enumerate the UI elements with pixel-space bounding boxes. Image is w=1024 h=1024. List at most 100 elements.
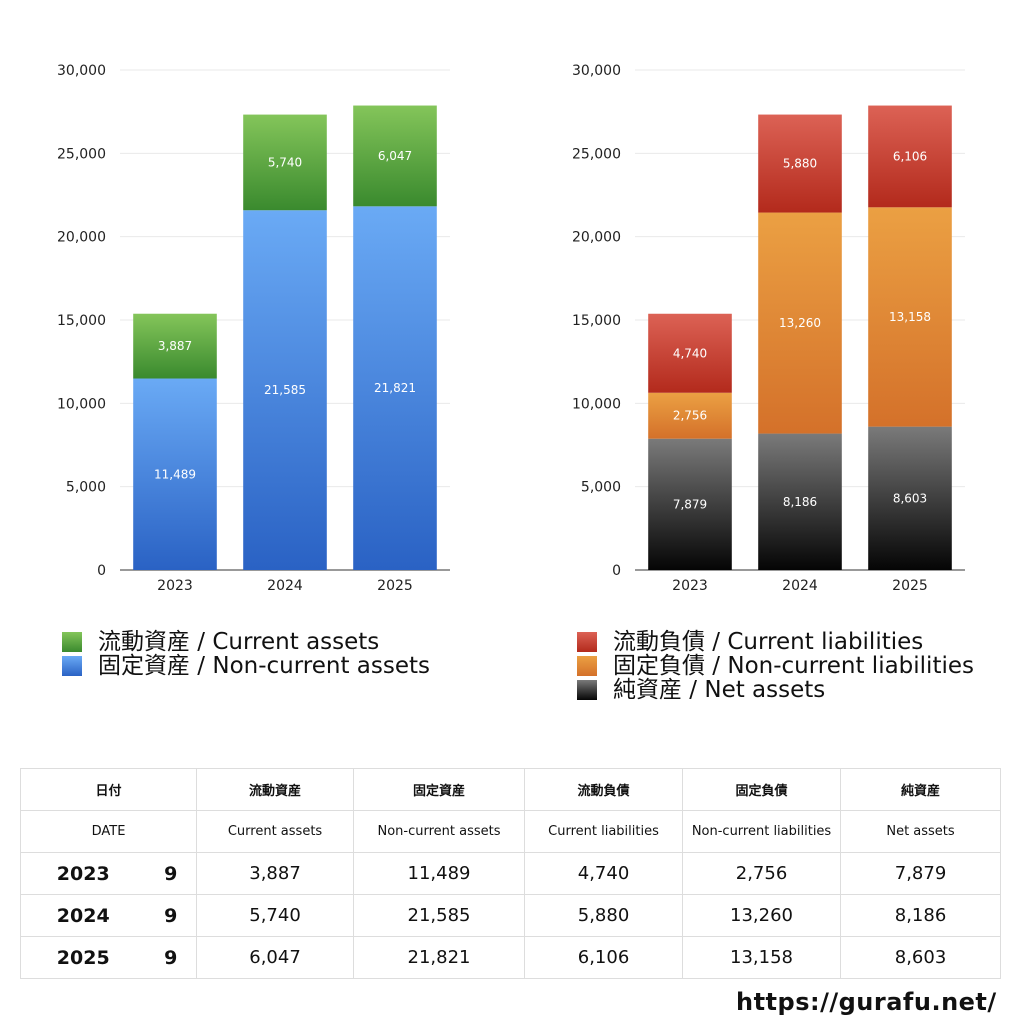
data-table: 日付 流動資産 固定資産 流動負債 固定負債 純資産 DATE Current … xyxy=(19,768,1002,979)
x-tick-label: 2023 xyxy=(672,578,708,594)
y-tick-label: 10,000 xyxy=(57,396,106,412)
bar-segment xyxy=(648,438,732,570)
table-cell: 8,603 xyxy=(840,936,1002,979)
table-header-cell: Current assets xyxy=(196,810,355,853)
table-header-cell: 流動負債 xyxy=(524,768,684,811)
y-tick-label: 20,000 xyxy=(572,230,621,246)
bar-value-label: 13,158 xyxy=(889,310,931,324)
y-tick-label: 30,000 xyxy=(57,63,106,79)
bar-value-label: 13,260 xyxy=(779,316,821,330)
y-tick-label: 30,000 xyxy=(572,63,621,79)
table-cell: 13,260 xyxy=(682,894,842,937)
table-header-cell: 固定負債 xyxy=(682,768,842,811)
y-tick-label: 10,000 xyxy=(572,396,621,412)
table-cell: 6,106 xyxy=(524,936,684,979)
bar-segment xyxy=(243,114,327,211)
table-header-cell: 純資産 xyxy=(840,768,1002,811)
table-header-row: 日付 流動資産 固定資産 流動負債 固定負債 純資産 xyxy=(19,768,1002,811)
table-cell: 13,158 xyxy=(682,936,842,979)
table-cell-month: 9 xyxy=(145,894,198,937)
legend-swatch xyxy=(577,680,597,700)
x-tick-label: 2024 xyxy=(267,578,303,594)
table-cell-year: 2025 xyxy=(20,936,146,979)
table-cell: 11,489 xyxy=(353,852,526,895)
bar-segment xyxy=(868,105,952,208)
bar-value-label: 2,756 xyxy=(673,409,707,423)
table-header-cell: 日付 xyxy=(19,768,198,811)
legend-label: 固定資産 / Non-current assets xyxy=(98,653,431,679)
table-row: 2024 9 5,740 21,585 5,880 13,260 8,186 xyxy=(20,894,1002,937)
legend-label: 流動資産 / Current assets xyxy=(98,629,380,655)
bar-value-label: 8,186 xyxy=(783,495,817,509)
site-url: https://gurafu.net/ xyxy=(736,988,997,1016)
legend-item-current-liabilities: 流動負債 / Current liabilities xyxy=(577,630,974,654)
table-cell: 5,740 xyxy=(196,894,355,937)
x-tick-label: 2025 xyxy=(892,578,928,594)
bar-value-label: 8,603 xyxy=(893,491,927,505)
table-cell: 6,047 xyxy=(196,936,355,979)
bar-segment xyxy=(133,313,217,379)
legend-swatch xyxy=(577,656,597,676)
y-tick-label: 5,000 xyxy=(581,480,621,496)
bar-segment xyxy=(758,114,842,213)
legend-label: 純資産 / Net assets xyxy=(613,677,826,703)
bar-value-label: 5,740 xyxy=(268,155,302,169)
table-cell: 2,756 xyxy=(682,852,842,895)
assets-chart: 0 5,000 10,000 15,000 20,000 25,000 30,000 11,4… xyxy=(57,63,450,594)
bar-value-label: 11,489 xyxy=(154,467,196,481)
table-cell-year: 2023 xyxy=(20,852,146,895)
bar-value-label: 21,821 xyxy=(374,381,416,395)
legend-label: 流動負債 / Current liabilities xyxy=(613,629,924,655)
y-tick-label: 0 xyxy=(612,563,621,579)
legend-swatch xyxy=(62,632,82,652)
y-tick-label: 25,000 xyxy=(57,146,106,162)
table-cell: 5,880 xyxy=(524,894,684,937)
table-cell: 3,887 xyxy=(196,852,355,895)
legend-swatch xyxy=(62,656,82,676)
liabilities-legend: 流動負債 / Current liabilities 固定負債 / Non-cu… xyxy=(577,630,974,702)
assets-legend: 流動資産 / Current assets 固定資産 / Non-current… xyxy=(62,630,430,678)
table-subheader-row: DATE Current assets Non-current assets C… xyxy=(19,810,1002,853)
table-cell-month: 9 xyxy=(145,852,198,895)
x-tick-label: 2024 xyxy=(782,578,818,594)
liabilities-chart: 0 5,000 10,000 15,000 20,000 25,000 30,000 7,87… xyxy=(572,63,965,594)
table-cell: 8,186 xyxy=(840,894,1002,937)
legend-swatch xyxy=(577,632,597,652)
legend-item-non-current-assets: 固定資産 / Non-current assets xyxy=(62,654,430,678)
table-cell: 21,821 xyxy=(353,936,526,979)
table-cell-year: 2024 xyxy=(20,894,146,937)
legend-item-net-assets: 純資産 / Net assets xyxy=(577,678,974,702)
table-header-cell: 流動資産 xyxy=(196,768,355,811)
bar-segment xyxy=(353,206,437,571)
y-tick-label: 25,000 xyxy=(572,146,621,162)
bar-segment xyxy=(648,392,732,439)
bar-segment xyxy=(353,105,437,207)
y-tick-label: 15,000 xyxy=(57,313,106,329)
bar-value-label: 6,106 xyxy=(893,149,927,163)
legend-label: 固定負債 / Non-current liabilities xyxy=(613,653,974,679)
bar-value-label: 7,879 xyxy=(673,497,707,511)
bar-segment xyxy=(758,433,842,570)
table-row: 2023 9 3,887 11,489 4,740 2,756 7,879 xyxy=(20,852,1002,895)
table-cell: 21,585 xyxy=(353,894,526,937)
y-tick-label: 20,000 xyxy=(57,230,106,246)
bar-value-label: 6,047 xyxy=(378,149,412,163)
bar-segment xyxy=(868,426,952,570)
table-header-cell: 固定資産 xyxy=(353,768,526,811)
bar-value-label: 4,740 xyxy=(673,346,707,360)
legend-item-current-assets: 流動資産 / Current assets xyxy=(62,630,430,654)
table-header-cell: DATE xyxy=(19,810,198,853)
bar-value-label: 3,887 xyxy=(158,339,192,353)
table-header-cell: Current liabilities xyxy=(524,810,684,853)
bar-segment xyxy=(243,210,327,570)
table-cell: 4,740 xyxy=(524,852,684,895)
bar-segment xyxy=(758,212,842,434)
x-tick-label: 2023 xyxy=(157,578,193,594)
y-tick-label: 0 xyxy=(97,563,106,579)
table-header-cell: Non-current assets xyxy=(353,810,526,853)
legend-item-non-current-liabilities: 固定負債 / Non-current liabilities xyxy=(577,654,974,678)
table-cell: 7,879 xyxy=(840,852,1002,895)
bar-segment xyxy=(868,207,952,427)
table-row: 2025 9 6,047 21,821 6,106 13,158 8,603 xyxy=(20,936,1002,979)
x-tick-label: 2025 xyxy=(377,578,413,594)
